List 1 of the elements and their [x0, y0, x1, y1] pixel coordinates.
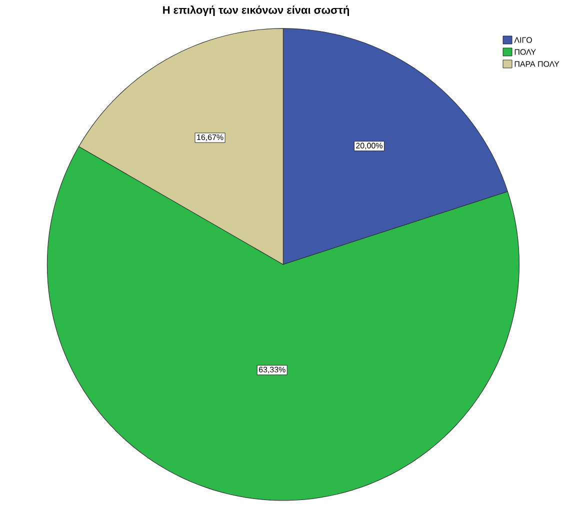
- chart-title: Η επιλογή των εικόνων είναι σωστή: [163, 6, 349, 16]
